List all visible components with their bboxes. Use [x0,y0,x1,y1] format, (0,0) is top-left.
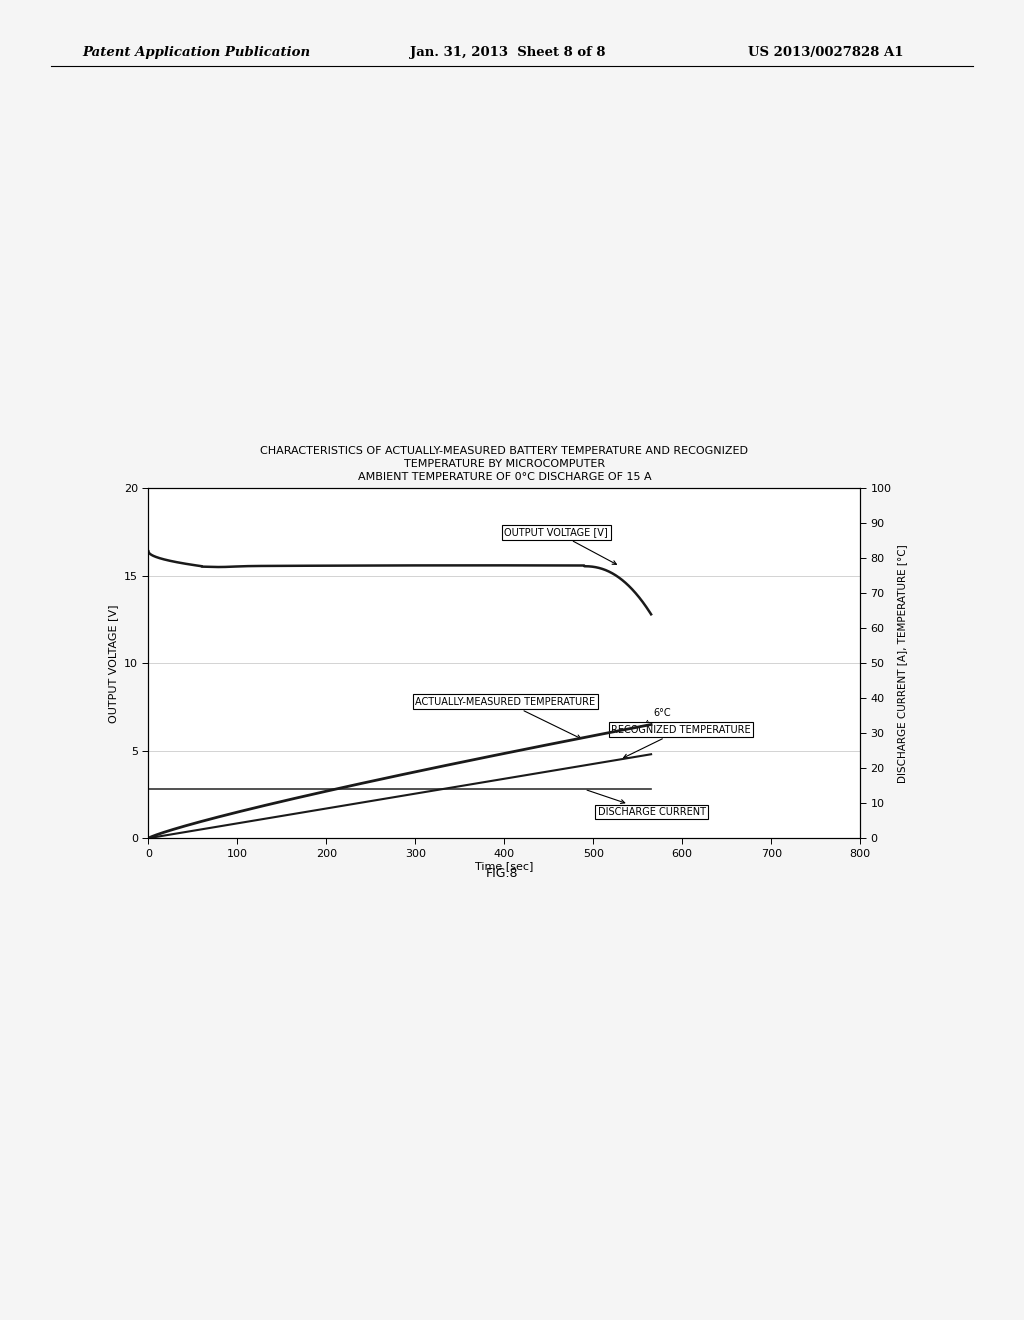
Text: DISCHARGE CURRENT: DISCHARGE CURRENT [587,791,706,817]
Y-axis label: DISCHARGE CURRENT [A], TEMPERATURE [°C]: DISCHARGE CURRENT [A], TEMPERATURE [°C] [897,544,907,783]
Text: OUTPUT VOLTAGE [V]: OUTPUT VOLTAGE [V] [504,527,616,565]
Text: 6°C: 6°C [645,708,672,725]
X-axis label: Time [sec]: Time [sec] [475,862,534,871]
Text: ACTUALLY-MEASURED TEMPERATURE: ACTUALLY-MEASURED TEMPERATURE [416,697,596,739]
Text: Patent Application Publication: Patent Application Publication [82,46,310,59]
Y-axis label: OUTPUT VOLTAGE [V]: OUTPUT VOLTAGE [V] [109,605,119,722]
Text: US 2013/0027828 A1: US 2013/0027828 A1 [748,46,903,59]
Text: Jan. 31, 2013  Sheet 8 of 8: Jan. 31, 2013 Sheet 8 of 8 [410,46,605,59]
Text: FIG.8: FIG.8 [485,867,518,880]
Title: CHARACTERISTICS OF ACTUALLY-MEASURED BATTERY TEMPERATURE AND RECOGNIZED
TEMPERAT: CHARACTERISTICS OF ACTUALLY-MEASURED BAT… [260,446,749,482]
Text: RECOGNIZED TEMPERATURE: RECOGNIZED TEMPERATURE [611,725,751,758]
